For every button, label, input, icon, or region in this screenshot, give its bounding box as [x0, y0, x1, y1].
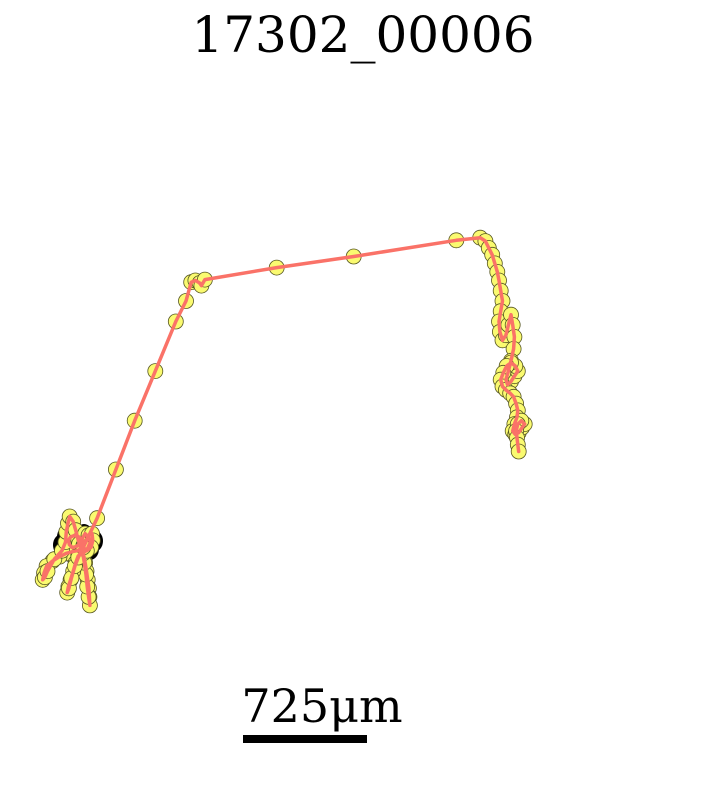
- track-points: [34, 229, 533, 614]
- scale-bar-label: 725μm: [241, 679, 402, 733]
- track-path: [40, 235, 527, 608]
- scale-bar: 725μm: [241, 679, 403, 743]
- scale-bar-line: [243, 735, 367, 743]
- plot-area: [34, 229, 533, 614]
- chart-title: 17302_00006: [191, 6, 534, 64]
